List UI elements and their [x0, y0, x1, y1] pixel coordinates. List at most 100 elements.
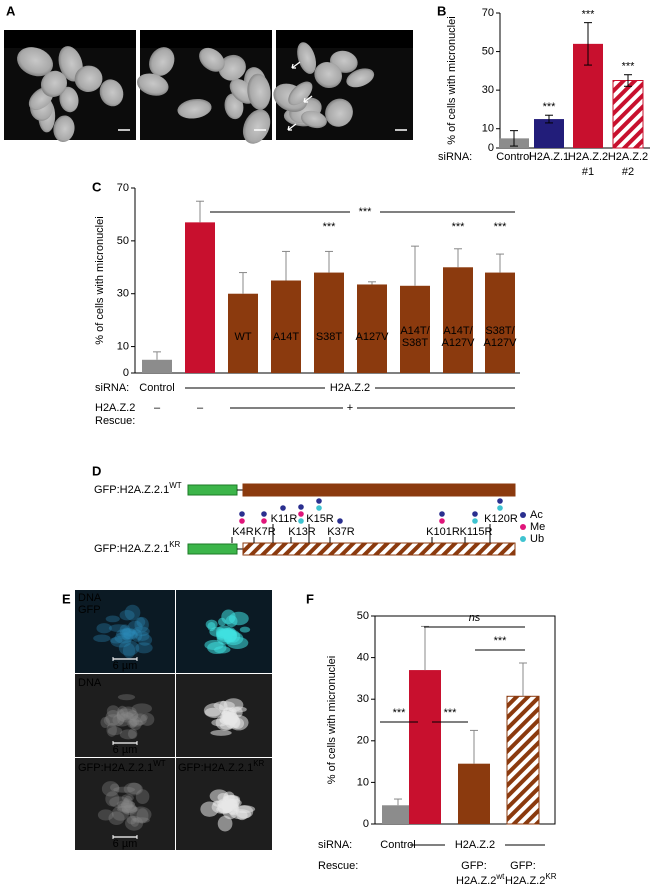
error-bar — [519, 662, 527, 697]
image-header — [276, 30, 413, 48]
y-tick-label: 50 — [117, 235, 129, 247]
bar-label: A127V — [355, 331, 389, 343]
chromatin — [134, 616, 149, 633]
chromatin — [217, 815, 233, 832]
panel-label: C — [92, 179, 102, 194]
comparison-label: *** — [444, 707, 458, 719]
site-label: K15R — [306, 513, 334, 525]
row-item: GFP: — [461, 860, 487, 872]
label: H2A.Z.2KR — [505, 872, 557, 887]
modification-dot — [439, 511, 445, 517]
y-tick-label: 10 — [357, 776, 369, 788]
error-bar — [153, 351, 161, 360]
chromatin — [132, 626, 150, 637]
bar — [506, 695, 540, 825]
chromatin — [119, 609, 135, 621]
panel-label: E — [62, 591, 71, 606]
chromatin — [130, 719, 144, 727]
bar — [228, 293, 258, 373]
chromatin — [106, 722, 117, 737]
nucleus — [74, 65, 103, 92]
legend-label: Ub — [530, 533, 544, 545]
bar — [443, 267, 473, 373]
chromatin — [116, 800, 136, 808]
chromatin — [119, 706, 137, 717]
y-tick-label: 10 — [117, 340, 129, 352]
arrow-head — [303, 97, 306, 103]
legend-label: Me — [530, 521, 545, 533]
scale-label: 6 µm — [113, 744, 138, 756]
image-title: H2A.Z.2 siRNA — [307, 33, 382, 45]
label: GFP:H2A.Z.2.1KR — [94, 540, 181, 555]
error-bar — [454, 248, 462, 268]
image-header — [140, 30, 272, 48]
chromatin — [124, 604, 141, 621]
chromatin — [129, 712, 148, 723]
bar — [357, 284, 387, 373]
y-tick-label: 20 — [357, 735, 369, 747]
bar-label: A14T/ — [400, 325, 430, 337]
label: GFP:H2A.Z.2.1WT — [78, 759, 166, 774]
modification-dot — [261, 511, 267, 517]
chromatin — [117, 694, 136, 701]
bar — [534, 119, 564, 148]
nucleus — [346, 68, 375, 88]
error-bar — [394, 798, 402, 806]
modification-dot — [316, 498, 322, 504]
row-item: – — [197, 402, 204, 414]
row-label: Rescue: — [95, 415, 135, 427]
site-label: K101R — [426, 526, 460, 538]
chromatin — [110, 635, 132, 648]
chromatin — [101, 781, 120, 797]
nucleus — [59, 86, 79, 113]
chromatin — [120, 800, 135, 809]
chromatin — [112, 713, 132, 727]
channel-label: GFP — [78, 604, 101, 616]
error-bar — [584, 22, 592, 66]
chromatin — [105, 710, 121, 726]
error-bar — [545, 114, 553, 124]
y-tick-label: 40 — [357, 652, 369, 664]
chromatin — [106, 705, 120, 718]
chromatin — [105, 615, 120, 623]
label: GFP:H2A.Z.2.1KR — [178, 759, 265, 774]
bar-label: A127V — [441, 337, 475, 349]
chromatin — [132, 713, 147, 726]
nucleus — [199, 47, 225, 72]
chromatin — [236, 810, 248, 821]
y-tick-label: 70 — [117, 182, 129, 194]
chromatin — [125, 815, 144, 831]
nucleus — [149, 47, 175, 76]
modification-dot — [497, 505, 503, 511]
h2az-domain — [242, 483, 516, 497]
chromatin — [109, 637, 123, 644]
chromatin — [122, 627, 137, 637]
label-text: GFP:H2A.Z.2.1 — [178, 762, 253, 774]
x-tick-label: #1 — [582, 166, 594, 178]
label-sup: WT — [169, 481, 182, 490]
y-tick-label: 50 — [482, 45, 494, 57]
chromatin — [129, 806, 152, 823]
chromatin — [228, 611, 249, 626]
y-tick-label: 50 — [357, 610, 369, 622]
nucleus — [137, 73, 169, 96]
nucleus — [40, 70, 68, 98]
image-title: H2A.Z.1 siRNA — [169, 33, 244, 45]
chromatin — [131, 629, 143, 642]
chromatin — [116, 805, 139, 813]
nucleus — [17, 47, 54, 77]
channel-label: DNA — [78, 677, 102, 689]
chromatin — [117, 802, 137, 812]
nucleus — [247, 73, 271, 110]
error-bar — [239, 272, 247, 294]
y-tick-label: 70 — [482, 7, 494, 19]
chromatin — [109, 796, 130, 809]
chromatin — [121, 804, 137, 815]
error-bar — [325, 250, 333, 273]
chromatin — [107, 726, 123, 736]
panel-label: D — [92, 463, 101, 478]
label-sup: WT — [153, 759, 166, 768]
chromatin — [130, 817, 140, 827]
bar — [142, 359, 172, 373]
chromatin — [116, 628, 138, 640]
